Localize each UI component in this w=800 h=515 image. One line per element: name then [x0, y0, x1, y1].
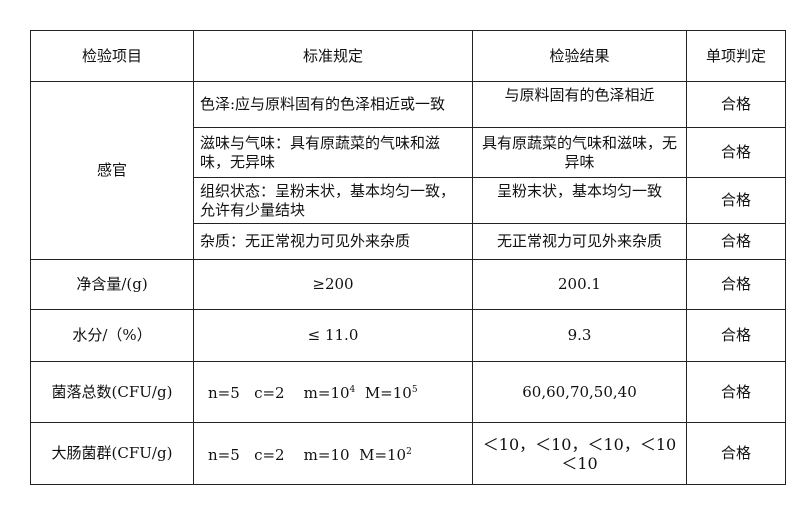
- header-item: 检验项目: [30, 30, 194, 82]
- judgement-cell: 合格: [686, 223, 786, 260]
- inspection-table: 检验项目 标准规定 检验结果 单项判定 感官 色泽:应与原料固有的色泽相近或一致…: [30, 30, 786, 485]
- exponent: 4: [349, 385, 356, 395]
- std-text: M=10: [349, 445, 407, 464]
- table-row-net: 净含量/(g) ≥200 200.1 合格: [30, 259, 786, 310]
- table-row: 组织状态：呈粉末状，基本均匀一致，允许有少量结块 呈粉末状，基本均匀一致 合格: [31, 177, 786, 224]
- std-text: n=5 c=2 m=10: [208, 384, 350, 402]
- table-row-coliform: 大肠菌群(CFU/g) n=5 c=2 m=10 M=102 ＜10，＜10，＜…: [30, 422, 786, 485]
- sensory-item: 感官: [30, 81, 194, 260]
- standard-cell: 色泽:应与原料固有的色泽相近或一致: [193, 81, 473, 128]
- result-cell: 呈粉末状，基本均匀一致: [472, 177, 687, 224]
- result-cell: 与原料固有的色泽相近: [472, 81, 687, 128]
- result-cell: 60,60,70,50,40: [472, 361, 687, 423]
- judgement-cell: 合格: [686, 361, 786, 423]
- standard-cell: 滋味与气味：具有原蔬菜的气味和滋味，无异味: [193, 127, 473, 178]
- judgement-cell: 合格: [686, 127, 786, 178]
- item-cell: 菌落总数(CFU/g): [30, 361, 194, 423]
- standard-cell: 组织状态：呈粉末状，基本均匀一致，允许有少量结块: [193, 177, 473, 224]
- std-text: n=5 c=2 m=10: [208, 445, 350, 464]
- table-row-water: 水分/（%） ≤ 11.0 9.3 合格: [30, 309, 786, 362]
- item-cell: 净含量/(g): [30, 259, 194, 310]
- exponent: 5: [411, 385, 418, 395]
- header-row: 检验项目 标准规定 检验结果 单项判定: [30, 30, 786, 82]
- judgement-cell: 合格: [686, 422, 786, 485]
- standard-cell: n=5 c=2 m=104 M=105: [193, 361, 473, 423]
- standard-cell: ≤ 11.0: [193, 309, 473, 362]
- result-cell: 9.3: [472, 309, 687, 362]
- result-cell: 具有原蔬菜的气味和滋味，无异味: [472, 127, 687, 178]
- judgement-cell: 合格: [686, 81, 786, 128]
- standard-cell: 杂质：无正常视力可见外来杂质: [193, 223, 473, 260]
- table-row: 滋味与气味：具有原蔬菜的气味和滋味，无异味 具有原蔬菜的气味和滋味，无异味 合格: [31, 127, 786, 178]
- standard-cell: n=5 c=2 m=10 M=102: [193, 422, 473, 485]
- judgement-cell: 合格: [686, 259, 786, 310]
- table-row: 感官 色泽:应与原料固有的色泽相近或一致 与原料固有的色泽相近 合格: [30, 81, 786, 260]
- header-judgement: 单项判定: [686, 30, 786, 82]
- judgement-cell: 合格: [686, 177, 786, 224]
- result-cell: ＜10，＜10，＜10，＜10 ＜10: [472, 422, 687, 485]
- result-cell: 无正常视力可见外来杂质: [472, 223, 687, 260]
- item-cell: 大肠菌群(CFU/g): [30, 422, 194, 485]
- header-standard: 标准规定: [193, 30, 473, 82]
- standard-cell: ≥200: [193, 259, 473, 310]
- std-text: M=10: [355, 384, 412, 402]
- result-cell: 200.1: [472, 259, 687, 310]
- header-result: 检验结果: [472, 30, 687, 82]
- judgement-cell: 合格: [686, 309, 786, 362]
- table-row: 杂质：无正常视力可见外来杂质 无正常视力可见外来杂质 合格: [31, 223, 786, 260]
- table-row-colony: 菌落总数(CFU/g) n=5 c=2 m=104 M=105 60,60,70…: [30, 361, 786, 423]
- exponent: 2: [406, 446, 412, 457]
- item-cell: 水分/（%）: [30, 309, 194, 362]
